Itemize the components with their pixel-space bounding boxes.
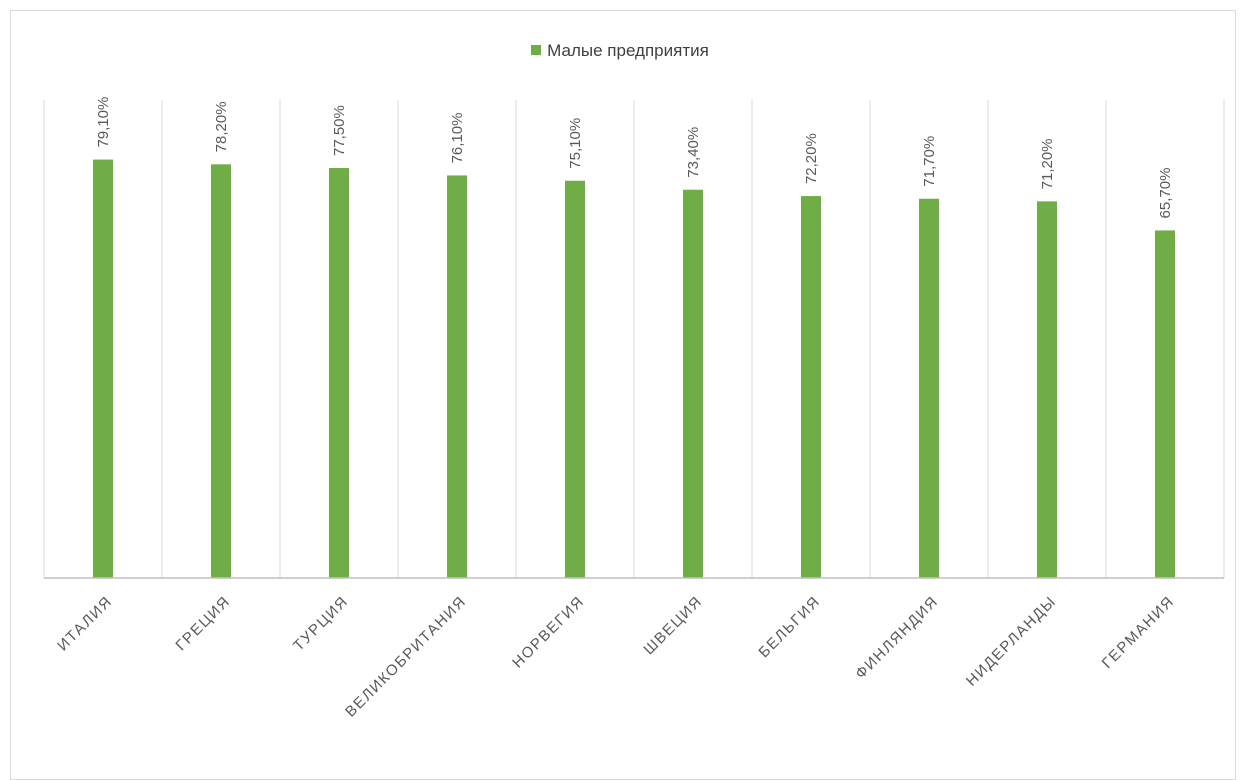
bar	[801, 196, 821, 578]
x-tick-label: ВЕЛИКОБРИТАНИЯ	[342, 593, 470, 721]
data-label: 65,70%	[1157, 168, 1174, 219]
x-tick-label: ИТАЛИЯ	[54, 593, 116, 655]
bar	[683, 189, 703, 579]
data-label: 71,20%	[1039, 138, 1056, 189]
legend: Малые предприятия	[0, 41, 1240, 61]
x-tick-label: ТУРЦИЯ	[290, 593, 352, 655]
x-tick-label: БЕЛЬГИЯ	[755, 593, 823, 661]
bar	[1037, 201, 1057, 579]
x-tick-label: НИДЕРЛАНДЫ	[963, 593, 1060, 690]
data-label: 78,20%	[213, 101, 230, 152]
x-tick-label: НОРВЕГИЯ	[509, 593, 588, 672]
bar	[447, 175, 467, 578]
data-label: 79,10%	[95, 97, 112, 148]
x-tick-label: ФИНЛЯНДИЯ	[852, 593, 942, 683]
x-tick-label: ГЕРМАНИЯ	[1099, 593, 1178, 672]
bar	[329, 168, 349, 578]
bar	[565, 180, 585, 578]
data-label: 77,50%	[331, 105, 348, 156]
data-label: 75,10%	[567, 118, 584, 169]
legend-label: Малые предприятия	[547, 41, 709, 60]
legend-swatch	[531, 45, 542, 55]
bar	[919, 198, 939, 578]
data-label: 76,10%	[449, 113, 466, 164]
bar	[1155, 230, 1175, 578]
x-tick-label: ШВЕЦИЯ	[640, 593, 705, 658]
data-label: 71,70%	[921, 136, 938, 187]
data-label: 72,20%	[803, 133, 820, 184]
data-label: 73,40%	[685, 127, 702, 178]
bar	[211, 164, 231, 578]
bar	[93, 159, 113, 578]
x-tick-label: ГРЕЦИЯ	[172, 593, 233, 654]
